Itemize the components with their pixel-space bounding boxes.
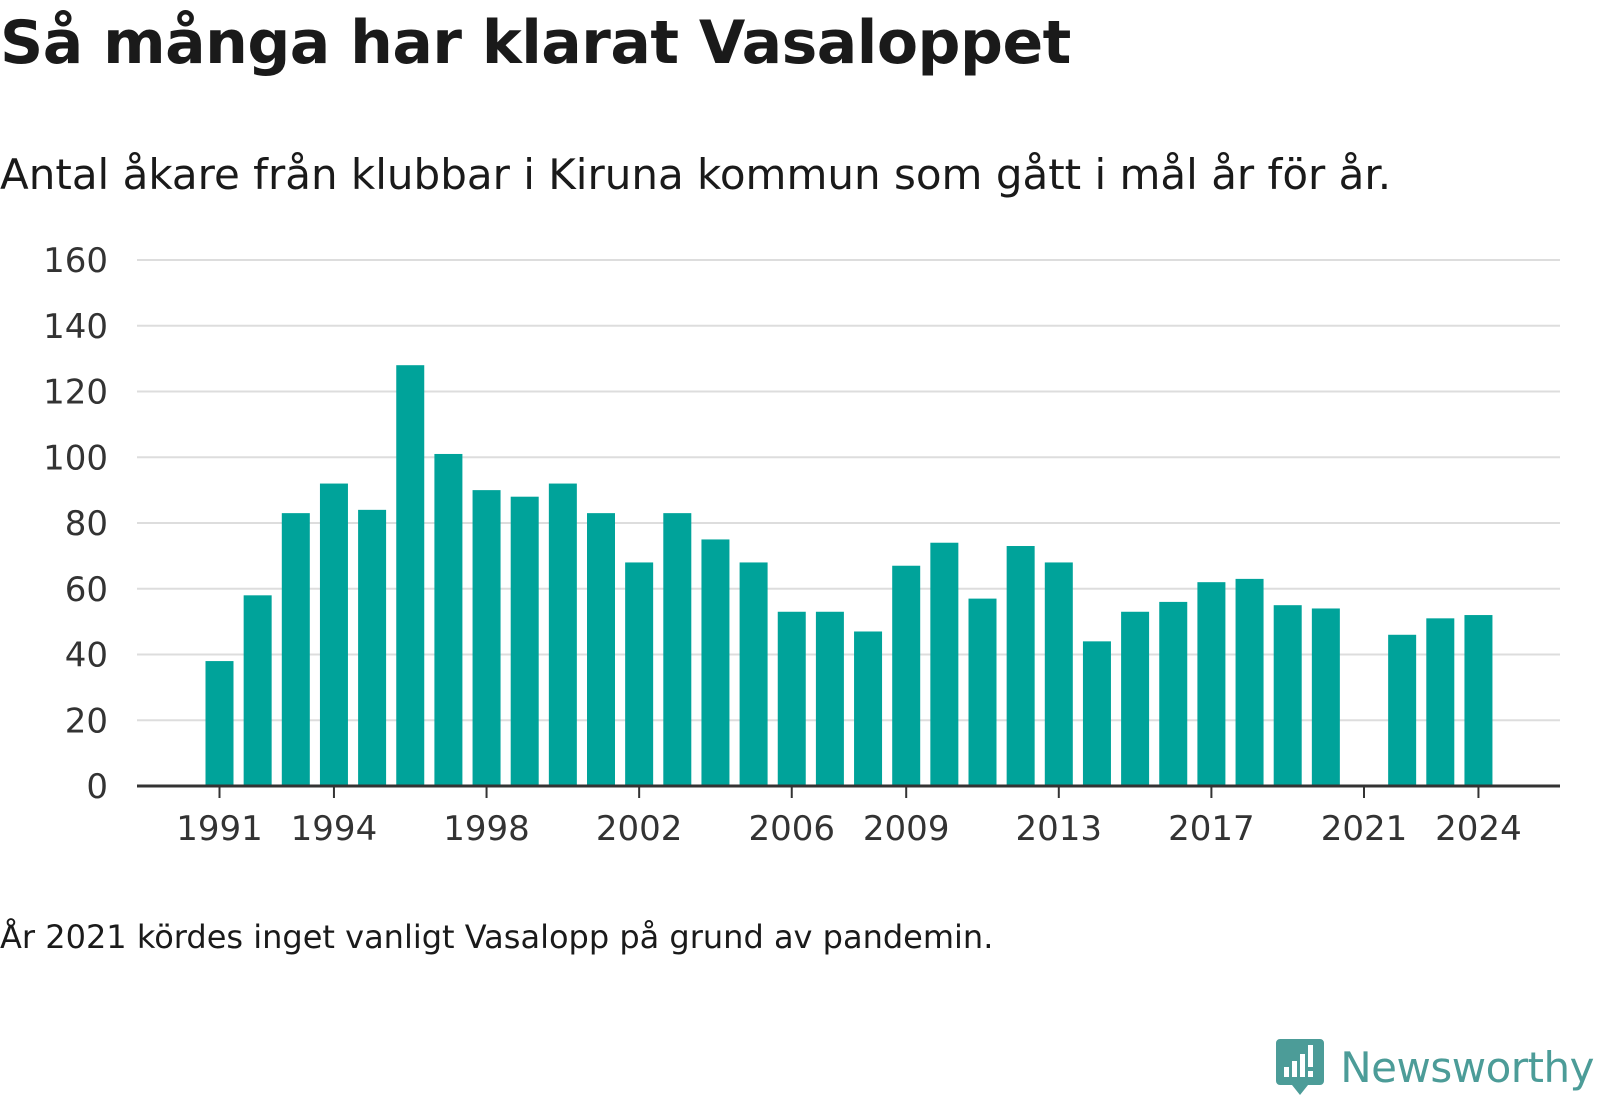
bar-2012	[1006, 546, 1035, 786]
bar-2011	[968, 598, 997, 786]
bar-2006	[777, 611, 806, 786]
bar-2000	[548, 483, 577, 786]
footnote: År 2021 kördes inget vanligt Vasalopp på…	[0, 918, 994, 956]
bar-2002	[625, 562, 654, 786]
grid-lines	[137, 259, 1560, 722]
y-tick-label: 80	[65, 504, 108, 544]
bar-2020	[1311, 608, 1340, 786]
chart-title: Så många har klarat Vasaloppet	[0, 8, 1071, 78]
bar-1992	[243, 595, 272, 786]
y-tick-label: 160	[43, 241, 108, 281]
bar-2008	[854, 631, 883, 786]
y-axis-labels: 0 20 40 60 80 100 120 140 160	[43, 241, 108, 807]
bar-2010	[930, 542, 959, 786]
bar-2023	[1426, 618, 1455, 786]
x-tick-label: 2021	[1321, 809, 1408, 849]
bar-2001	[587, 513, 615, 786]
bar-1998	[472, 490, 501, 786]
bar-1991	[205, 661, 234, 786]
bar-1999	[510, 496, 539, 786]
newsworthy-logo-icon	[1276, 1039, 1325, 1095]
bar-2003	[663, 513, 692, 786]
y-tick-label: 0	[86, 767, 108, 807]
bar-1993	[281, 513, 310, 786]
x-tick-label: 1994	[291, 809, 378, 849]
bar-1995	[358, 509, 387, 786]
x-tick-label: 1998	[443, 809, 530, 849]
chart-subtitle: Antal åkare från klubbar i Kiruna kommun…	[0, 150, 1392, 199]
bar-2017	[1197, 582, 1226, 786]
bar-2024	[1464, 615, 1493, 786]
bar-2015	[1121, 611, 1150, 786]
x-tick-label: 2009	[863, 809, 950, 849]
x-tick-label: 2006	[748, 809, 835, 849]
bar-2004	[701, 539, 730, 786]
bar-chart: 0 20 40 60 80 100 120 140 160 1991 1994 1998 2002 20…	[43, 241, 1560, 849]
brand-name: Newsworthy	[1340, 1042, 1594, 1092]
bar-2009	[892, 565, 921, 786]
x-tick-label: 2013	[1016, 809, 1103, 849]
bar-2013	[1044, 562, 1073, 786]
bar-2005	[739, 562, 768, 786]
x-tick-label: 2017	[1168, 809, 1255, 849]
x-tick-label: 1991	[176, 809, 263, 849]
bar-1997	[434, 453, 463, 786]
bar-2016	[1159, 601, 1188, 786]
x-axis-ticks	[218, 786, 1480, 798]
x-tick-label: 2002	[596, 809, 683, 849]
x-axis-labels: 1991 1994 1998 2002 2006 2009 2013 2017 2021 2024	[176, 809, 1521, 849]
y-tick-label: 40	[65, 636, 108, 676]
bar-2007	[815, 611, 844, 786]
y-tick-label: 20	[65, 701, 108, 741]
y-tick-label: 60	[65, 570, 108, 610]
x-tick-label: 2024	[1435, 809, 1522, 849]
bar-1994	[319, 483, 348, 786]
bars	[205, 365, 1493, 786]
y-tick-label: 140	[43, 307, 108, 347]
bar-2019	[1273, 605, 1302, 786]
bar-1996	[396, 365, 425, 786]
y-tick-label: 100	[43, 438, 108, 478]
y-tick-label: 120	[43, 373, 108, 413]
bar-2014	[1082, 641, 1111, 786]
bar-2018	[1235, 578, 1264, 786]
brand[interactable]: Newsworthy	[1274, 1037, 1594, 1097]
bar-2022	[1388, 634, 1417, 786]
